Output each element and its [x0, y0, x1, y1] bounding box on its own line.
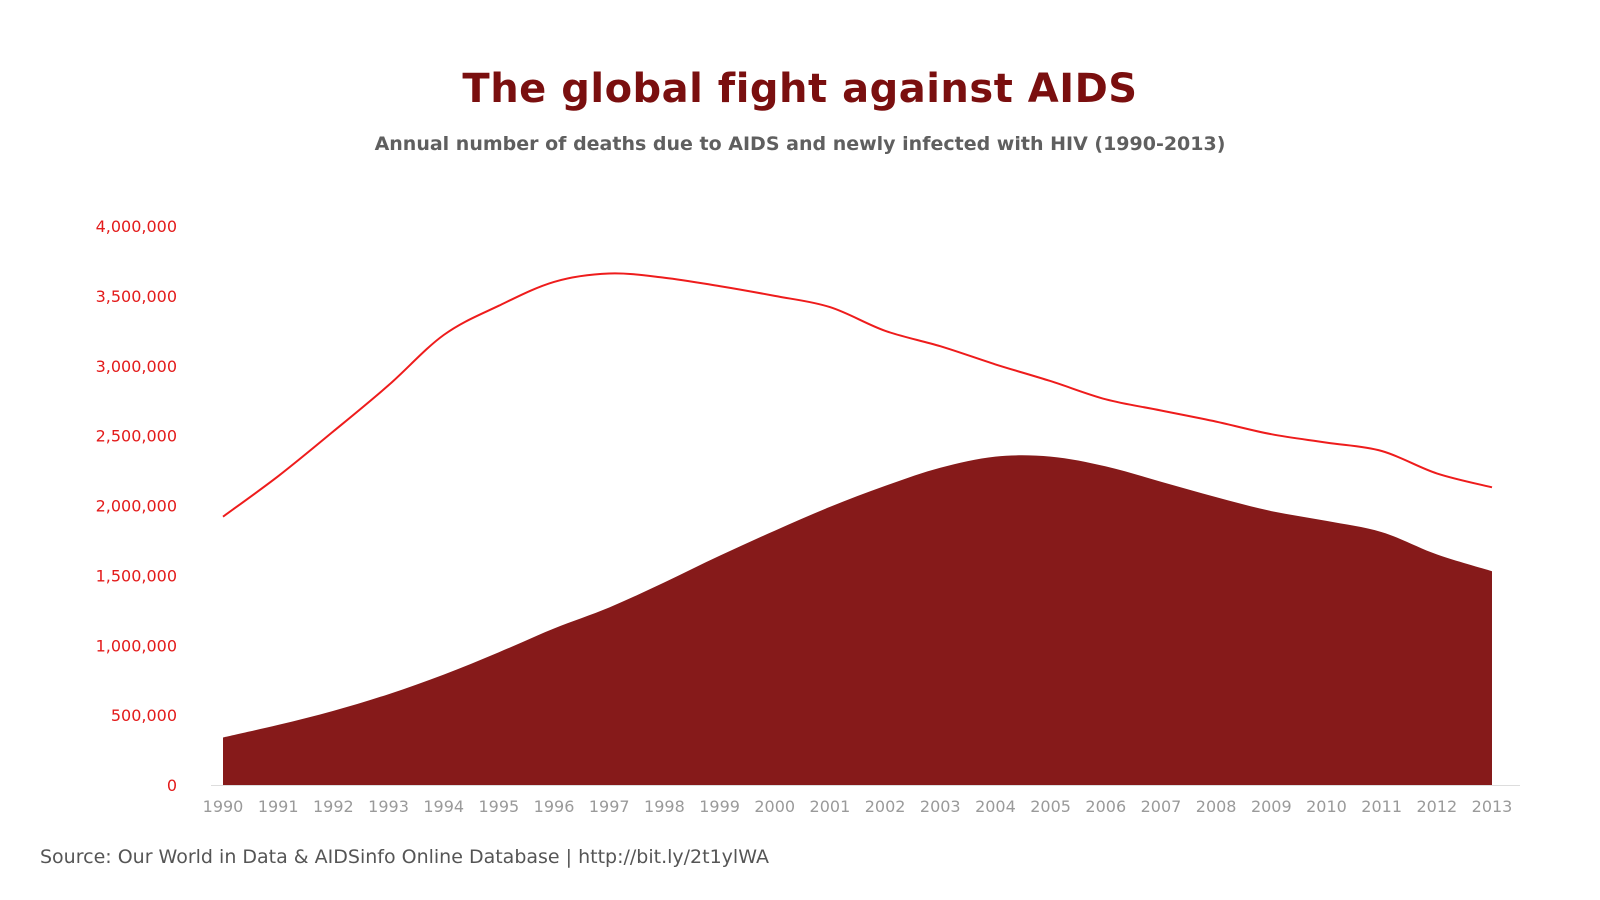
x-tick-label: 2009 — [1251, 797, 1292, 816]
y-tick-label: 2,000,000 — [96, 497, 177, 516]
x-tick-label: 2002 — [865, 797, 906, 816]
x-tick-label: 2011 — [1361, 797, 1402, 816]
chart-title: The global fight against AIDS — [462, 66, 1138, 112]
x-tick-label: 2006 — [1085, 797, 1126, 816]
area-layer — [223, 455, 1492, 785]
x-tick-label: 1996 — [534, 797, 575, 816]
x-tick-label: 1998 — [644, 797, 685, 816]
y-axis-ticks: 0 500,000 1,000,000 1,500,000 2,000,000 2,500… — [96, 217, 177, 795]
y-tick-label: 500,000 — [111, 706, 177, 725]
x-tick-label: 2007 — [1141, 797, 1182, 816]
x-tick-label: 2005 — [1030, 797, 1071, 816]
x-axis-ticks: 1990 1991 1992 1993 1994 1995 1996 1997 1998 1999… — [203, 797, 1513, 816]
x-tick-label: 2000 — [754, 797, 795, 816]
y-tick-label: 2,500,000 — [96, 427, 177, 446]
new-infections-line — [222, 272, 1493, 518]
chart-subtitle: Annual number of deaths due to AIDS and … — [374, 133, 1226, 155]
y-tick-label: 1,000,000 — [96, 636, 177, 655]
x-tick-label: 1993 — [368, 797, 409, 816]
x-tick-label: 2013 — [1472, 797, 1513, 816]
deaths-area — [223, 455, 1492, 785]
x-tick-label: 1997 — [589, 797, 630, 816]
x-tick-label: 2001 — [810, 797, 851, 816]
x-tick-label: 2004 — [975, 797, 1016, 816]
y-tick-label: 0 — [167, 776, 177, 795]
y-tick-label: 1,500,000 — [96, 566, 177, 585]
x-tick-label: 2008 — [1196, 797, 1237, 816]
x-tick-label: 1990 — [203, 797, 244, 816]
x-tick-label: 1995 — [479, 797, 520, 816]
y-tick-label: 3,000,000 — [96, 357, 177, 376]
x-tick-label: 2010 — [1306, 797, 1347, 816]
x-tick-label: 1994 — [423, 797, 464, 816]
x-tick-label: 1991 — [258, 797, 299, 816]
y-tick-label: 4,000,000 — [96, 217, 177, 236]
x-tick-label: 1992 — [313, 797, 354, 816]
line-layer — [222, 272, 1493, 518]
y-tick-label: 3,500,000 — [96, 287, 177, 306]
x-tick-label: 1999 — [699, 797, 740, 816]
source-note: Source: Our World in Data & AIDSinfo Onl… — [40, 846, 769, 868]
x-tick-label: 2012 — [1416, 797, 1457, 816]
x-tick-label: 2003 — [920, 797, 961, 816]
